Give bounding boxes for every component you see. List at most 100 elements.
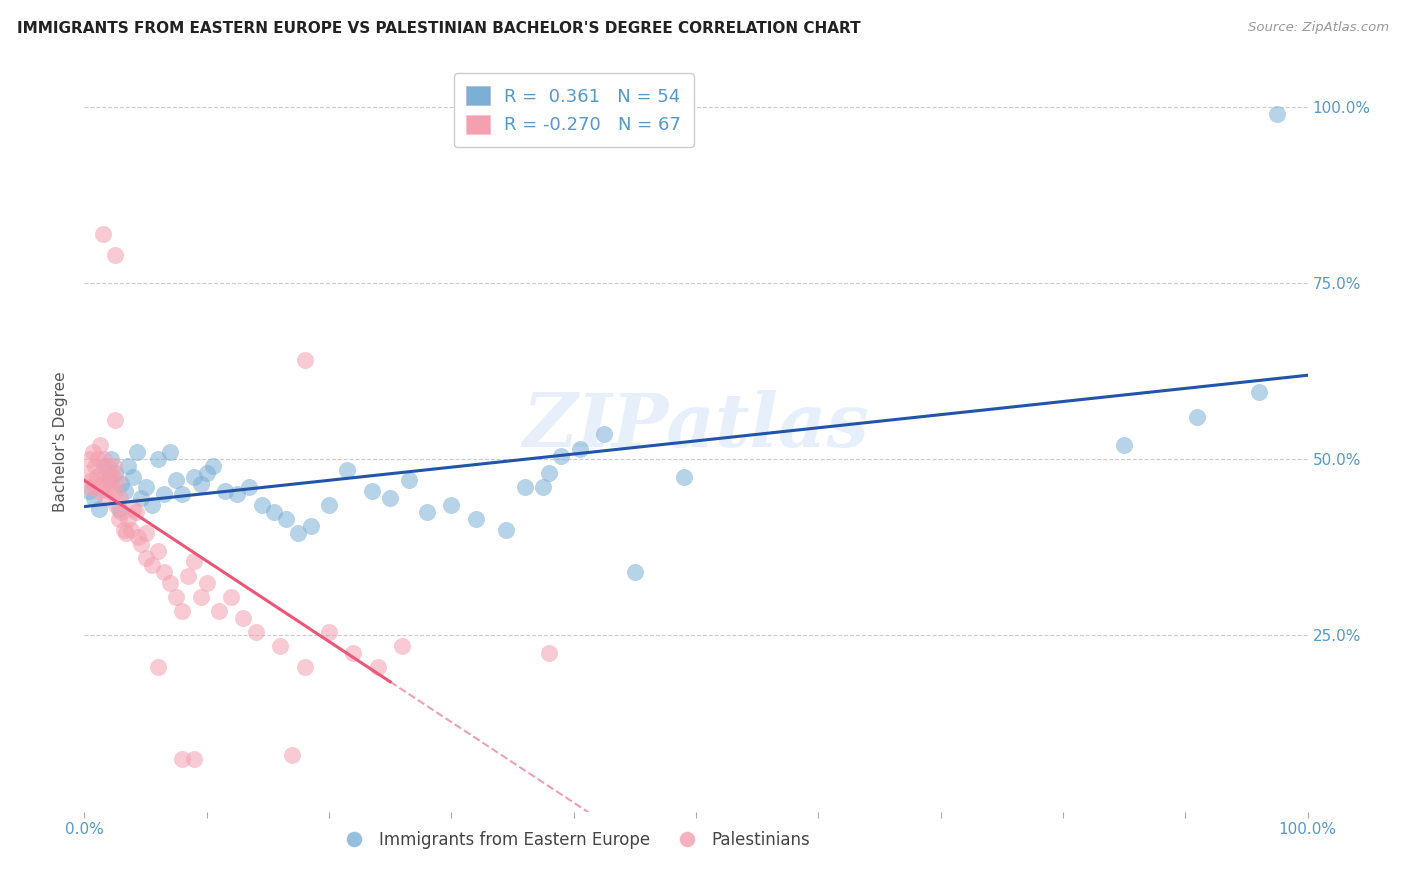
Point <box>391 639 413 653</box>
Point <box>183 554 205 568</box>
Point <box>117 459 139 474</box>
Point <box>294 353 316 368</box>
Point <box>232 611 254 625</box>
Point <box>1187 409 1209 424</box>
Point <box>538 467 561 481</box>
Point <box>287 526 309 541</box>
Point <box>80 473 103 487</box>
Point <box>172 487 194 501</box>
Point <box>110 476 132 491</box>
Point <box>276 512 298 526</box>
Point <box>135 550 157 565</box>
Point <box>165 590 187 604</box>
Point <box>177 568 200 582</box>
Point <box>146 660 169 674</box>
Point <box>86 470 108 484</box>
Point <box>201 459 224 474</box>
Point <box>214 483 236 498</box>
Point <box>91 227 114 241</box>
Point <box>219 590 242 604</box>
Point <box>79 452 101 467</box>
Point <box>120 523 142 537</box>
Point <box>93 452 115 467</box>
Point <box>125 445 148 459</box>
Point <box>127 530 149 544</box>
Point <box>624 565 647 579</box>
Y-axis label: Bachelor's Degree: Bachelor's Degree <box>53 371 69 512</box>
Point <box>100 476 122 491</box>
Point <box>183 470 205 484</box>
Point <box>104 413 127 427</box>
Point <box>97 473 120 487</box>
Point <box>1114 438 1136 452</box>
Point <box>593 427 616 442</box>
Point <box>97 459 120 474</box>
Point <box>125 505 148 519</box>
Point <box>97 483 120 498</box>
Point <box>195 575 218 590</box>
Point <box>129 491 152 505</box>
Point <box>105 498 128 512</box>
Point <box>440 498 463 512</box>
Point <box>129 537 152 551</box>
Point <box>108 491 131 505</box>
Point <box>101 470 124 484</box>
Point <box>294 660 316 674</box>
Point <box>299 519 322 533</box>
Point <box>269 639 291 653</box>
Point <box>380 491 402 505</box>
Point <box>90 467 112 481</box>
Point <box>190 476 212 491</box>
Point <box>398 473 420 487</box>
Point <box>513 480 536 494</box>
Point <box>122 501 145 516</box>
Point <box>135 480 157 494</box>
Point <box>89 438 111 452</box>
Point <box>153 487 176 501</box>
Point <box>96 491 118 505</box>
Point <box>568 442 591 456</box>
Point <box>104 467 127 481</box>
Point <box>117 512 139 526</box>
Point <box>135 526 157 541</box>
Point <box>122 470 145 484</box>
Point <box>84 459 107 474</box>
Point <box>98 467 121 481</box>
Point <box>281 748 304 763</box>
Text: ZIPatlas: ZIPatlas <box>523 391 869 463</box>
Point <box>263 505 285 519</box>
Point <box>100 452 122 467</box>
Point <box>87 452 110 467</box>
Point <box>531 480 554 494</box>
Point <box>87 501 110 516</box>
Point <box>112 523 135 537</box>
Point <box>104 248 127 262</box>
Point <box>94 470 117 484</box>
Point <box>464 512 486 526</box>
Point <box>110 505 132 519</box>
Point <box>83 480 105 494</box>
Point <box>336 463 359 477</box>
Point <box>107 512 129 526</box>
Point <box>495 523 517 537</box>
Point <box>87 483 110 498</box>
Point <box>159 575 181 590</box>
Point <box>141 558 163 572</box>
Point <box>172 752 194 766</box>
Point <box>76 467 98 481</box>
Point <box>360 483 382 498</box>
Point <box>183 752 205 766</box>
Point <box>195 467 218 481</box>
Point <box>83 491 105 505</box>
Legend: Immigrants from Eastern Europe, Palestinians: Immigrants from Eastern Europe, Palestin… <box>330 824 817 855</box>
Point <box>245 624 267 639</box>
Point <box>538 646 561 660</box>
Point <box>165 473 187 487</box>
Point <box>105 473 128 487</box>
Point <box>104 483 127 498</box>
Point <box>226 487 249 501</box>
Point <box>115 526 138 541</box>
Point <box>318 498 340 512</box>
Point <box>107 501 129 516</box>
Point <box>103 459 125 474</box>
